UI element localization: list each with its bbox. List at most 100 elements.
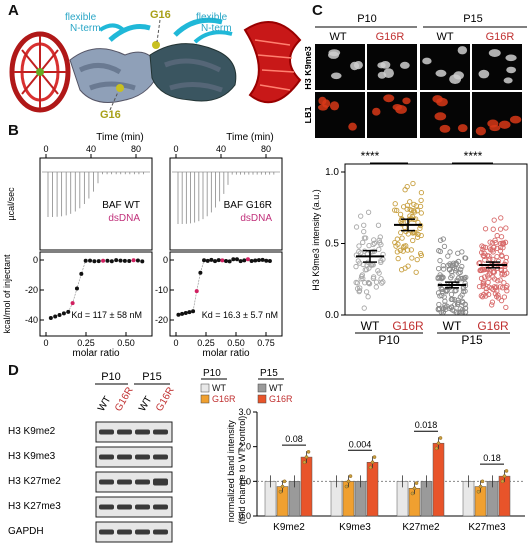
blot-band	[117, 429, 132, 435]
label-dsdna-right: dsDNA	[240, 213, 272, 224]
data-point	[356, 288, 362, 295]
dna-left-icon	[9, 31, 71, 113]
d-lane-1: WT	[96, 395, 113, 414]
data-point	[361, 222, 367, 228]
blot-band	[99, 454, 114, 460]
data-point	[411, 201, 417, 208]
blot-label: H3 K9me3	[8, 451, 56, 462]
fit-point	[127, 259, 132, 264]
nucleus	[383, 94, 395, 103]
data-point	[498, 234, 505, 240]
fit-curve	[50, 259, 143, 319]
data-point	[378, 241, 384, 248]
nucleus	[350, 61, 360, 71]
data-point	[358, 250, 364, 256]
data-point	[451, 296, 457, 303]
blot-band	[135, 429, 150, 435]
nucleus	[392, 103, 403, 111]
data-point	[407, 213, 413, 219]
data-point	[413, 269, 419, 275]
legend-p15: P15	[260, 368, 278, 379]
fit-point	[66, 309, 71, 314]
x-ticks-right: 0 0.25 0.50 0.75	[173, 332, 275, 348]
data-point	[375, 268, 381, 274]
fit-point	[227, 259, 232, 264]
bar-replicate-point	[280, 484, 285, 489]
data-point	[404, 184, 410, 190]
data-point	[476, 283, 483, 290]
nucleus	[488, 49, 501, 57]
raw-trace-right	[172, 171, 280, 224]
data-point	[454, 278, 461, 284]
bar-replicate-point	[348, 474, 353, 478]
data-point	[449, 296, 455, 303]
data-point	[487, 239, 493, 245]
data-point	[376, 246, 382, 252]
bar-replicate-point	[502, 474, 507, 478]
fit-point	[176, 312, 181, 317]
scatter-frame	[344, 163, 528, 316]
panel-d-label: D	[8, 362, 19, 379]
fit-point	[183, 310, 188, 315]
dna-right-icon	[243, 21, 302, 104]
bar-replicate-point	[278, 489, 283, 494]
data-point	[452, 288, 458, 294]
blot-band	[117, 529, 132, 535]
data-point	[397, 247, 404, 253]
legend-label: G16R	[269, 394, 293, 404]
data-point	[435, 306, 442, 312]
fit-point	[187, 310, 192, 315]
bar-replicate-point	[438, 436, 443, 440]
fit-point	[253, 258, 258, 263]
data-point	[353, 279, 359, 286]
blot-label: GAPDH	[8, 526, 44, 537]
data-point	[353, 224, 360, 230]
nucleus	[348, 122, 357, 131]
data-point	[499, 285, 506, 291]
bar-replicate-point	[434, 446, 439, 451]
data-point	[437, 293, 443, 299]
fit-point	[205, 258, 210, 263]
legend-label: WT	[269, 383, 283, 393]
nucleus	[372, 107, 381, 116]
data-point	[437, 237, 444, 243]
kd-left: Kd = 117 ± 58 nM	[71, 310, 142, 320]
nucleus	[434, 112, 447, 121]
fit-point	[213, 259, 218, 264]
raw-box-right	[169, 157, 283, 251]
fit-point	[242, 258, 247, 263]
data-point	[478, 293, 484, 299]
bar-replicate-point	[368, 465, 373, 470]
data-point	[445, 253, 451, 259]
data-point	[356, 243, 362, 249]
blot-label: H3 K27me2	[8, 476, 61, 487]
bar-replicate-point	[372, 455, 377, 459]
x-tick-label: 0.25	[77, 338, 95, 348]
nucleus	[439, 124, 451, 133]
bar-replicate-point	[504, 469, 509, 473]
data-point	[495, 278, 501, 284]
blot-strip	[95, 446, 173, 468]
protein-right-icon	[149, 17, 237, 102]
blot-band	[135, 479, 150, 485]
fit-box-left	[39, 251, 153, 337]
blot-strip	[95, 421, 173, 443]
data-point	[378, 258, 384, 264]
data-point	[366, 242, 372, 249]
data-point	[411, 209, 418, 215]
data-point	[455, 297, 461, 303]
bar-category-label: K9me2	[273, 522, 305, 533]
data-point	[417, 250, 424, 257]
fit-point	[256, 258, 261, 263]
raw-box-left	[39, 157, 153, 251]
blot-band	[135, 504, 150, 510]
blot-band	[117, 454, 132, 460]
data-point	[405, 231, 411, 237]
blot-band	[153, 529, 168, 535]
x-tick-label: 0	[43, 338, 48, 348]
pvalue-label: 0.004	[349, 439, 372, 449]
data-point	[482, 226, 489, 232]
annot-flexible-right: flexible	[196, 12, 228, 23]
